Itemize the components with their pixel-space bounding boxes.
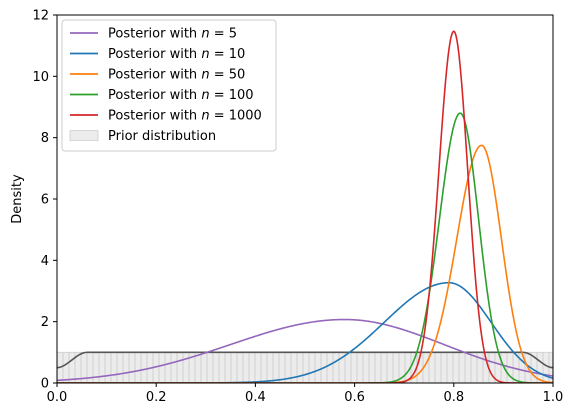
- x-tick-label: 0.0: [47, 390, 68, 405]
- y-axis-label: Density: [10, 174, 25, 224]
- x-tick-label: 0.2: [146, 390, 167, 405]
- x-tick-label: 0.4: [245, 390, 266, 405]
- y-tick-label: 2: [41, 315, 49, 330]
- legend-label-1: Posterior with n = 10: [108, 47, 245, 62]
- series-line-2: [57, 144, 553, 383]
- series-line-3: [57, 112, 553, 383]
- y-tick-label: 6: [41, 193, 49, 208]
- series-line-0: [57, 318, 553, 382]
- series-line-4: [57, 30, 553, 383]
- x-tick-label: 0.6: [344, 390, 365, 405]
- y-tick-label: 8: [41, 131, 49, 146]
- series-layer: [57, 30, 553, 383]
- legend: Posterior with n = 5 Posterior with n = 1…: [61, 19, 277, 152]
- x-tick-label: 0.8: [443, 390, 464, 405]
- x-tick-label: 1.0: [543, 390, 564, 405]
- y-tick-label: 12: [32, 9, 49, 24]
- legend-label-3: Posterior with n = 100: [108, 88, 254, 103]
- y-tick-label: 10: [32, 70, 49, 85]
- y-axis-ticks: 0 2 4 6 8 10 12: [32, 9, 57, 392]
- series-line-1: [57, 281, 553, 383]
- legend-label-2: Posterior with n = 50: [108, 68, 245, 83]
- prior-distribution-line: [57, 351, 553, 369]
- legend-box: [61, 19, 277, 152]
- x-axis-ticks: 0.0 0.2 0.4 0.6 0.8 1.0: [47, 383, 564, 405]
- legend-label-4: Posterior with n = 1000: [108, 109, 262, 124]
- y-tick-label: 0: [41, 377, 49, 392]
- legend-label-0: Posterior with n = 5: [108, 27, 237, 42]
- legend-label-prior: Prior distribution: [108, 129, 216, 144]
- y-tick-label: 4: [41, 254, 49, 269]
- legend-swatch-prior: [69, 130, 99, 141]
